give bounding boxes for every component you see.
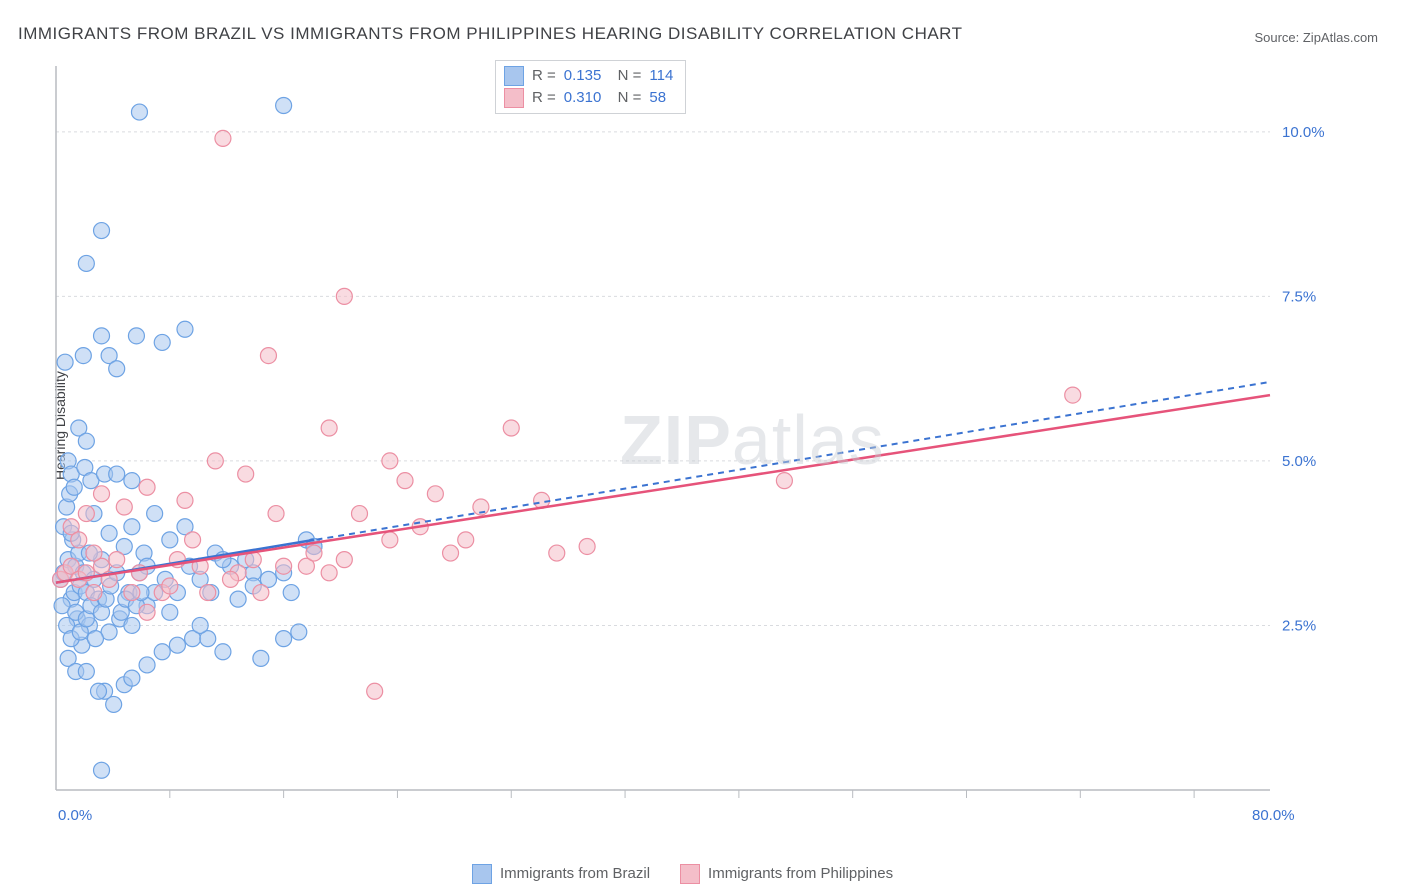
watermark-bold: ZIP [620,401,732,479]
legend-r-value: 0.310 [564,87,602,109]
legend-n-value: 58 [649,87,666,109]
chart-title: IMMIGRANTS FROM BRAZIL VS IMMIGRANTS FRO… [18,24,963,44]
legend-swatch [472,864,492,884]
legend-r-label: R = [532,87,556,109]
series-legend: Immigrants from Brazil Immigrants from Ph… [472,864,893,884]
legend-label: Immigrants from Brazil [500,865,650,882]
legend-n-label: N = [609,87,641,109]
legend-n-value: 114 [649,65,673,87]
bottom-legend-item: Immigrants from Brazil [472,864,650,884]
legend-n-label: N = [609,65,641,87]
y-tick-label: 5.0% [1282,453,1316,470]
legend-row: R = 0.135 N = 114 [504,65,673,87]
legend-label: Immigrants from Philippines [708,865,893,882]
watermark: ZIPatlas [620,400,885,480]
watermark-light: atlas [732,401,885,479]
legend-swatch [680,864,700,884]
bottom-legend-item: Immigrants from Philippines [680,864,893,884]
x-tick-label: 0.0% [58,807,92,824]
correlation-legend: R = 0.135 N = 114R = 0.310 N = 58 [495,60,686,114]
y-tick-label: 10.0% [1282,124,1325,141]
legend-r-label: R = [532,65,556,87]
x-tick-label: 80.0% [1252,807,1295,824]
legend-swatch [504,66,524,86]
legend-row: R = 0.310 N = 58 [504,87,673,109]
legend-r-value: 0.135 [564,65,602,87]
source-label: Source: ZipAtlas.com [1254,30,1378,45]
y-tick-label: 7.5% [1282,288,1316,305]
legend-swatch [504,88,524,108]
y-tick-label: 2.5% [1282,617,1316,634]
